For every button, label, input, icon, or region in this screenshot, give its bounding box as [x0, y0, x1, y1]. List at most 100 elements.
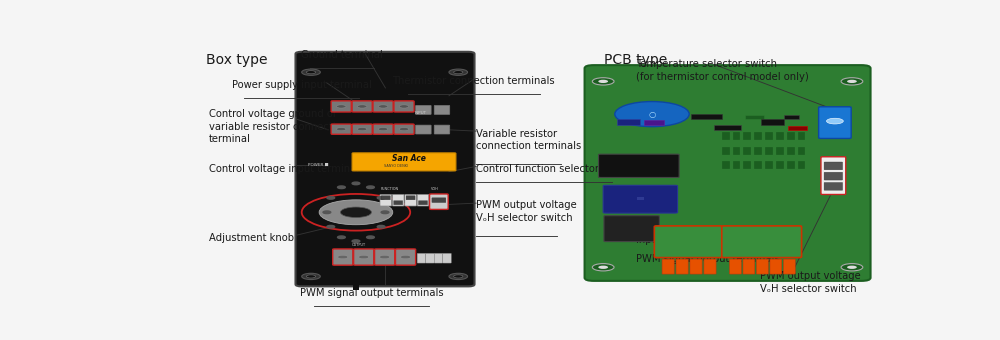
FancyBboxPatch shape: [743, 259, 755, 274]
Circle shape: [336, 128, 346, 131]
Bar: [776, 161, 784, 169]
Bar: [761, 119, 784, 124]
Bar: [776, 147, 784, 155]
FancyBboxPatch shape: [722, 226, 802, 258]
Bar: [617, 119, 640, 124]
FancyBboxPatch shape: [373, 101, 393, 112]
Text: ○: ○: [648, 109, 656, 119]
Text: OUTPUT: OUTPUT: [351, 243, 365, 248]
Text: IIIIIIII: IIIIIIII: [636, 197, 644, 201]
Circle shape: [377, 225, 385, 228]
FancyBboxPatch shape: [354, 249, 374, 265]
Circle shape: [302, 273, 320, 279]
Circle shape: [338, 255, 348, 259]
Circle shape: [338, 186, 345, 189]
Bar: [754, 147, 762, 155]
Text: PWM output voltage
VₒH selector switch: PWM output voltage VₒH selector switch: [476, 201, 577, 223]
Circle shape: [380, 255, 390, 259]
Circle shape: [399, 105, 409, 108]
Bar: [765, 147, 773, 155]
FancyBboxPatch shape: [392, 194, 404, 206]
Circle shape: [841, 264, 863, 271]
Circle shape: [367, 186, 374, 189]
Circle shape: [598, 266, 608, 269]
Circle shape: [352, 182, 360, 185]
Text: PWM output voltage
VₒH selector switch: PWM output voltage VₒH selector switch: [761, 271, 861, 294]
Circle shape: [338, 236, 345, 239]
FancyBboxPatch shape: [756, 259, 768, 274]
FancyBboxPatch shape: [690, 259, 702, 274]
Bar: [754, 161, 762, 169]
Text: Input terminals: Input terminals: [637, 235, 712, 245]
Circle shape: [449, 273, 468, 279]
FancyBboxPatch shape: [603, 185, 678, 213]
Bar: [733, 147, 740, 155]
FancyBboxPatch shape: [654, 226, 723, 258]
Bar: [745, 115, 764, 119]
Text: Variable resistor
connection terminals: Variable resistor connection terminals: [476, 129, 581, 151]
Text: Power supply input terminal: Power supply input terminal: [232, 80, 372, 90]
Circle shape: [598, 80, 608, 83]
FancyBboxPatch shape: [406, 196, 415, 200]
Text: San Ace: San Ace: [392, 154, 426, 163]
FancyBboxPatch shape: [394, 124, 414, 134]
Bar: [733, 132, 740, 140]
Circle shape: [847, 266, 857, 269]
FancyBboxPatch shape: [395, 249, 416, 265]
FancyBboxPatch shape: [333, 249, 353, 265]
Bar: [353, 279, 359, 290]
FancyBboxPatch shape: [770, 259, 782, 274]
FancyBboxPatch shape: [417, 194, 429, 206]
Circle shape: [357, 128, 367, 131]
Circle shape: [327, 225, 335, 228]
Bar: [733, 161, 740, 169]
Circle shape: [359, 255, 369, 259]
Bar: [776, 132, 784, 140]
Bar: [787, 161, 795, 169]
FancyBboxPatch shape: [704, 259, 716, 274]
FancyBboxPatch shape: [380, 194, 392, 206]
Circle shape: [367, 236, 374, 239]
Circle shape: [827, 118, 843, 124]
Circle shape: [592, 78, 614, 85]
FancyBboxPatch shape: [394, 101, 414, 112]
Circle shape: [302, 69, 320, 75]
FancyBboxPatch shape: [783, 259, 795, 274]
FancyBboxPatch shape: [405, 194, 416, 206]
Circle shape: [381, 211, 389, 214]
FancyBboxPatch shape: [432, 198, 446, 203]
Circle shape: [454, 275, 463, 278]
Bar: [754, 132, 762, 140]
Text: SANYO DENKI: SANYO DENKI: [384, 164, 408, 168]
Circle shape: [378, 128, 388, 131]
Text: Control voltage input terminal: Control voltage input terminal: [209, 164, 359, 174]
Circle shape: [378, 105, 388, 108]
Circle shape: [454, 71, 463, 74]
FancyBboxPatch shape: [352, 153, 456, 171]
FancyBboxPatch shape: [585, 65, 871, 281]
FancyBboxPatch shape: [426, 253, 434, 263]
Text: Ground terminal: Ground terminal: [301, 50, 383, 60]
FancyBboxPatch shape: [434, 253, 443, 263]
Bar: [798, 132, 805, 140]
Text: PWM signal output terminals: PWM signal output terminals: [637, 254, 780, 264]
Bar: [743, 147, 751, 155]
Text: PCB type: PCB type: [604, 53, 667, 67]
Text: INPUT: INPUT: [415, 110, 427, 115]
Circle shape: [841, 78, 863, 85]
Bar: [798, 147, 805, 155]
Text: VOH: VOH: [431, 187, 439, 190]
Circle shape: [306, 71, 316, 74]
FancyBboxPatch shape: [381, 196, 390, 200]
FancyBboxPatch shape: [599, 154, 679, 177]
FancyBboxPatch shape: [824, 162, 843, 170]
FancyBboxPatch shape: [604, 216, 659, 242]
Circle shape: [615, 102, 689, 127]
Bar: [722, 132, 730, 140]
FancyBboxPatch shape: [434, 105, 450, 114]
Circle shape: [400, 255, 411, 259]
FancyBboxPatch shape: [730, 259, 741, 274]
Bar: [743, 161, 751, 169]
Text: Adjustment knob: Adjustment knob: [209, 233, 294, 243]
Circle shape: [336, 105, 346, 108]
